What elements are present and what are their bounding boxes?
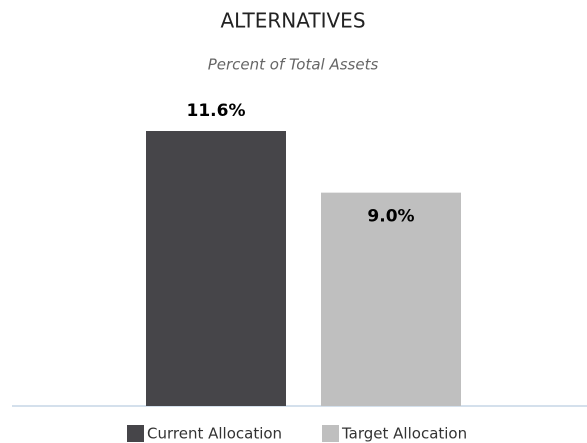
legend-swatch [322, 425, 339, 442]
bar [146, 131, 286, 406]
bar [321, 192, 461, 406]
legend-label: Target Allocation [341, 425, 467, 443]
legend-label: Current Allocation [147, 425, 282, 443]
legend-swatch [127, 425, 144, 442]
chart-subtitle: Percent of Total Assets [208, 56, 379, 74]
data-label: 11.6% [187, 101, 246, 121]
data-label: 9.0% [367, 207, 414, 227]
chart-title: ALTERNATIVES [220, 9, 365, 33]
